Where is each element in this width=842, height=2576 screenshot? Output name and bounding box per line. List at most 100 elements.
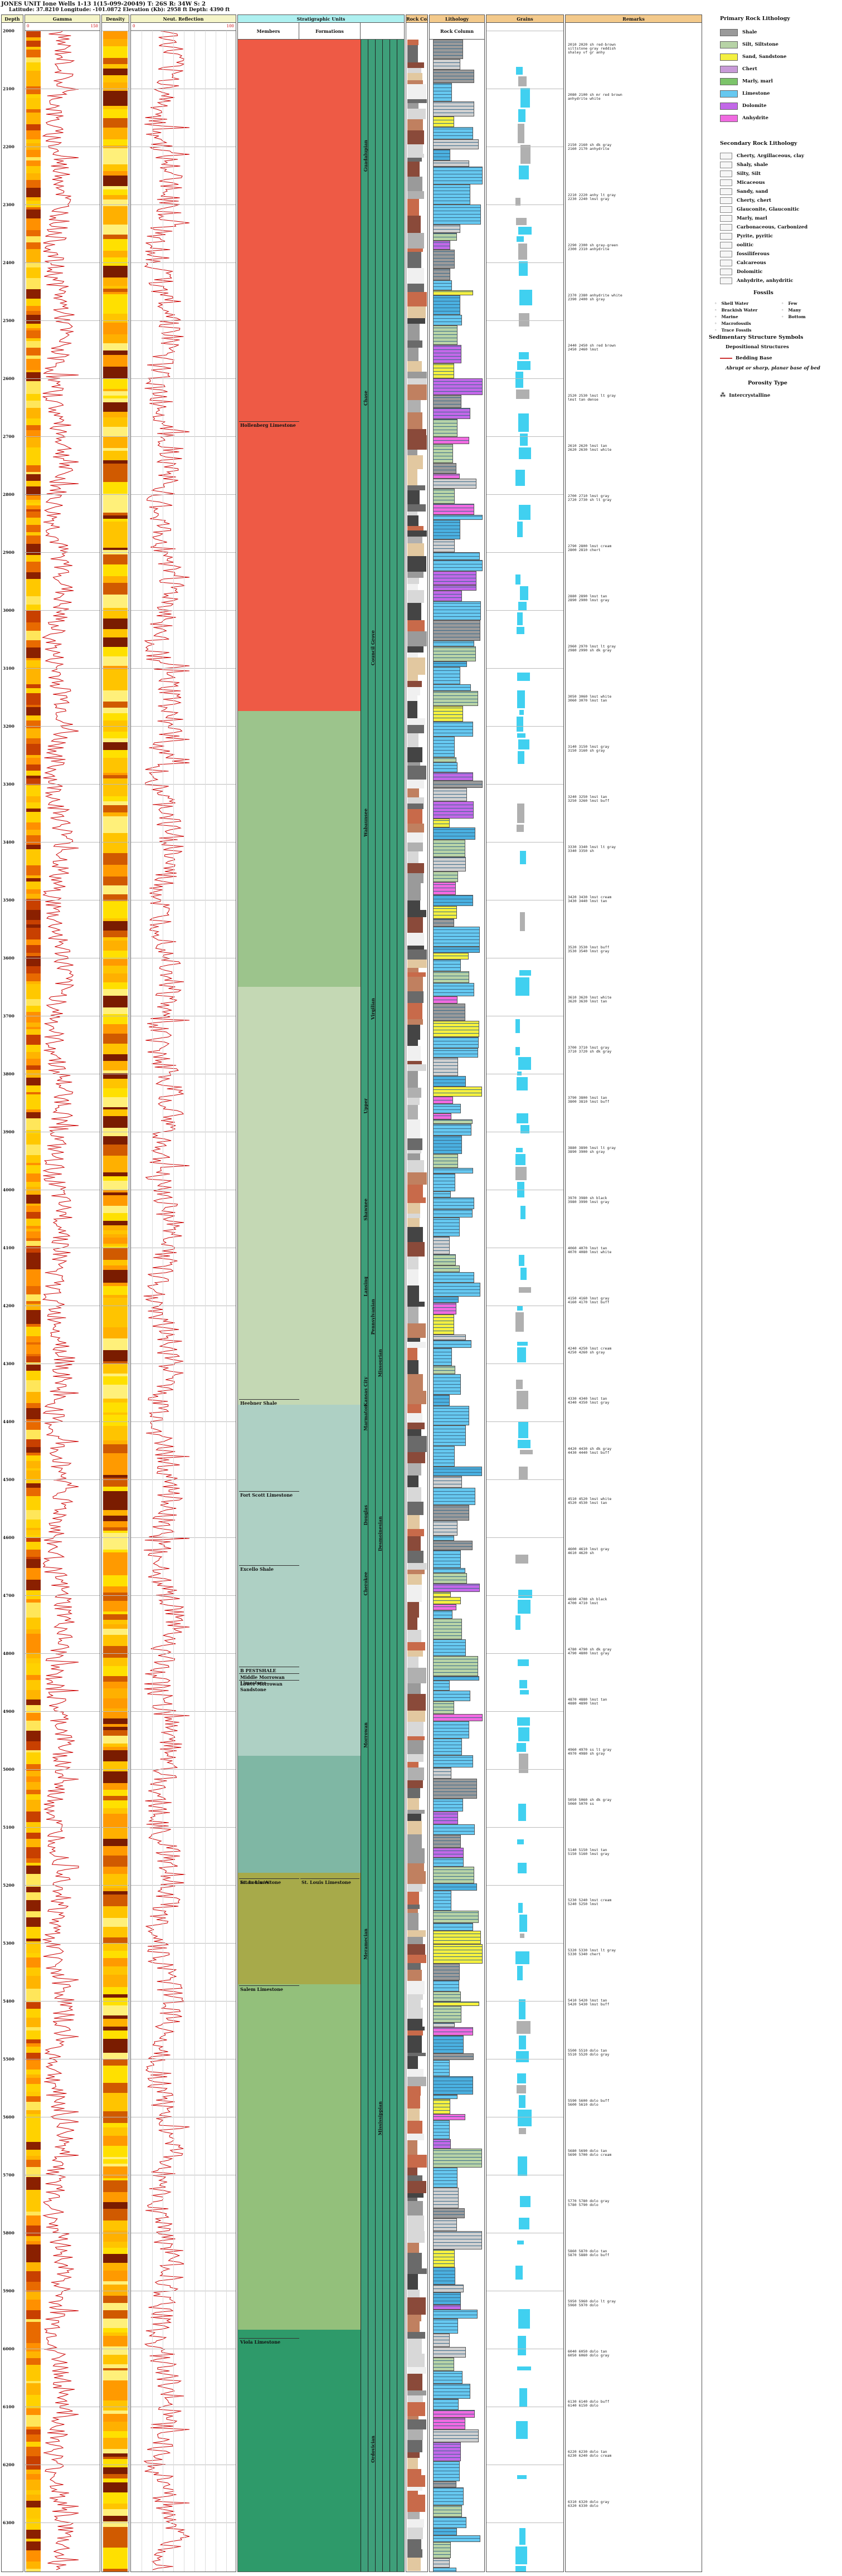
log-color-band <box>26 1439 41 1447</box>
lithology-cell <box>433 1037 479 1048</box>
log-color-band <box>26 173 41 180</box>
grain-size-bar <box>518 227 532 235</box>
log-color-band <box>103 1937 128 1943</box>
log-color-band <box>26 899 41 910</box>
lithology-cell <box>433 1944 483 1964</box>
lithology-cell <box>433 515 483 520</box>
neutron-vgrid <box>226 31 227 2572</box>
grain-size-bar <box>519 313 529 327</box>
log-color-band <box>26 2043 41 2047</box>
log-color-band <box>26 755 41 758</box>
log-color-band <box>103 805 128 812</box>
grain-size-bar <box>515 2546 527 2564</box>
lithology-cell <box>433 1891 451 1911</box>
grain-size-bar <box>516 2421 528 2439</box>
depth-gridline <box>102 842 129 843</box>
log-color-band <box>26 572 41 579</box>
log-color-band <box>103 865 128 876</box>
remark-entry: 2440 2450 sh red brown 2450 2460 lmst <box>568 344 616 352</box>
depth-gridline <box>25 2001 100 2002</box>
log-color-band <box>26 263 41 267</box>
depth-gridline <box>25 842 100 843</box>
lithology-cell <box>433 489 455 504</box>
lithology-cell <box>433 871 458 882</box>
lithology-cell <box>433 706 463 722</box>
lithology-cell <box>433 953 469 960</box>
lithology-cell <box>433 2442 461 2461</box>
grain-size-bar <box>519 1467 528 1479</box>
remark-entry: 6130 6140 dolo buff 6140 6150 dolo <box>568 2400 610 2408</box>
log-color-band <box>26 1336 41 1342</box>
log-color-band <box>26 711 41 715</box>
gamma-track: Gamma 0 150 <box>25 14 100 2572</box>
log-color-band <box>103 235 128 239</box>
log-color-band <box>26 2562 41 2569</box>
log-color-band <box>103 1298 128 1309</box>
log-color-band <box>103 1007 128 1014</box>
lithology-cell <box>433 2208 465 2218</box>
log-color-band <box>26 1356 41 1362</box>
lithology-cell <box>433 2461 460 2481</box>
remark-entry: 3420 3430 lmst cream 3430 3440 lmst tan <box>568 895 612 904</box>
log-color-band <box>103 396 128 398</box>
grain-size-bar <box>517 2085 526 2093</box>
rock-color-band <box>407 590 424 603</box>
rock-color-band <box>407 1780 423 1788</box>
lithology-cell <box>433 762 457 772</box>
fossil-icon: ◦ <box>714 314 717 319</box>
lithology-cell <box>433 2410 475 2418</box>
log-color-band <box>26 1989 41 1992</box>
log-color-band <box>103 1463 128 1468</box>
log-color-band <box>103 1863 128 1867</box>
log-color-band <box>26 77 41 86</box>
log-color-band <box>103 708 128 713</box>
rock-color-band <box>407 675 418 681</box>
remark-entry: 4690 4700 sh black 4700 4710 lmst <box>568 1598 607 1606</box>
rock-color-band <box>407 191 424 199</box>
log-color-band <box>103 1783 128 1790</box>
depth-label: 3400 <box>3 840 14 845</box>
log-color-band <box>26 860 41 865</box>
rock-color-band <box>407 1810 425 1814</box>
grain-size-bar <box>517 2475 527 2479</box>
depth-label: 5200 <box>3 1883 14 1888</box>
remark-entry: 3610 3620 lmst white 3620 3630 lmst tan <box>568 996 612 1004</box>
remark-entry: 2370 2380 anhydrite white 2390 2400 sh g… <box>568 294 622 302</box>
legend-secondary-item: Calcareous <box>720 259 766 267</box>
depth-label: 6300 <box>3 2520 14 2525</box>
legend-primary-item: Limestone <box>720 89 770 98</box>
log-color-band <box>103 1521 128 1527</box>
log-color-band <box>26 150 41 157</box>
log-color-band <box>26 1941 41 1953</box>
legend-primary-item: Dolomite <box>720 101 767 110</box>
remark-entry: 4780 4790 sh dk gray 4790 4800 lmst gray <box>568 1648 612 1656</box>
log-color-band <box>26 660 41 667</box>
lithology-cell <box>433 906 457 919</box>
depth-gridline <box>25 1653 100 1654</box>
log-color-band <box>26 2215 41 2218</box>
grain-size-bar <box>516 218 527 225</box>
log-color-band <box>103 75 128 82</box>
log-color-band <box>26 389 41 394</box>
log-color-band <box>26 1022 41 1027</box>
rock-color-band <box>407 2155 427 2168</box>
lithology-cell <box>433 2023 455 2027</box>
log-color-band <box>26 130 41 139</box>
log-color-band <box>26 647 41 658</box>
log-color-band <box>103 758 128 762</box>
log-color-band <box>26 474 41 481</box>
grain-size-bar <box>517 733 525 738</box>
grain-size-bar <box>520 145 530 164</box>
log-color-band <box>26 472 41 474</box>
log-color-band <box>103 1376 128 1385</box>
log-color-band <box>103 2569 128 2572</box>
log-color-band <box>103 195 128 199</box>
grain-size-bar <box>519 2218 529 2229</box>
log-color-band <box>103 1943 128 1951</box>
log-color-band <box>26 486 41 495</box>
log-color-band <box>26 418 41 425</box>
legend-secondary-item: Cherty, Argillaceous, clay <box>720 152 804 160</box>
lithology-cell <box>433 996 457 1004</box>
log-color-band <box>103 1666 128 1676</box>
log-color-band <box>26 1790 41 1794</box>
